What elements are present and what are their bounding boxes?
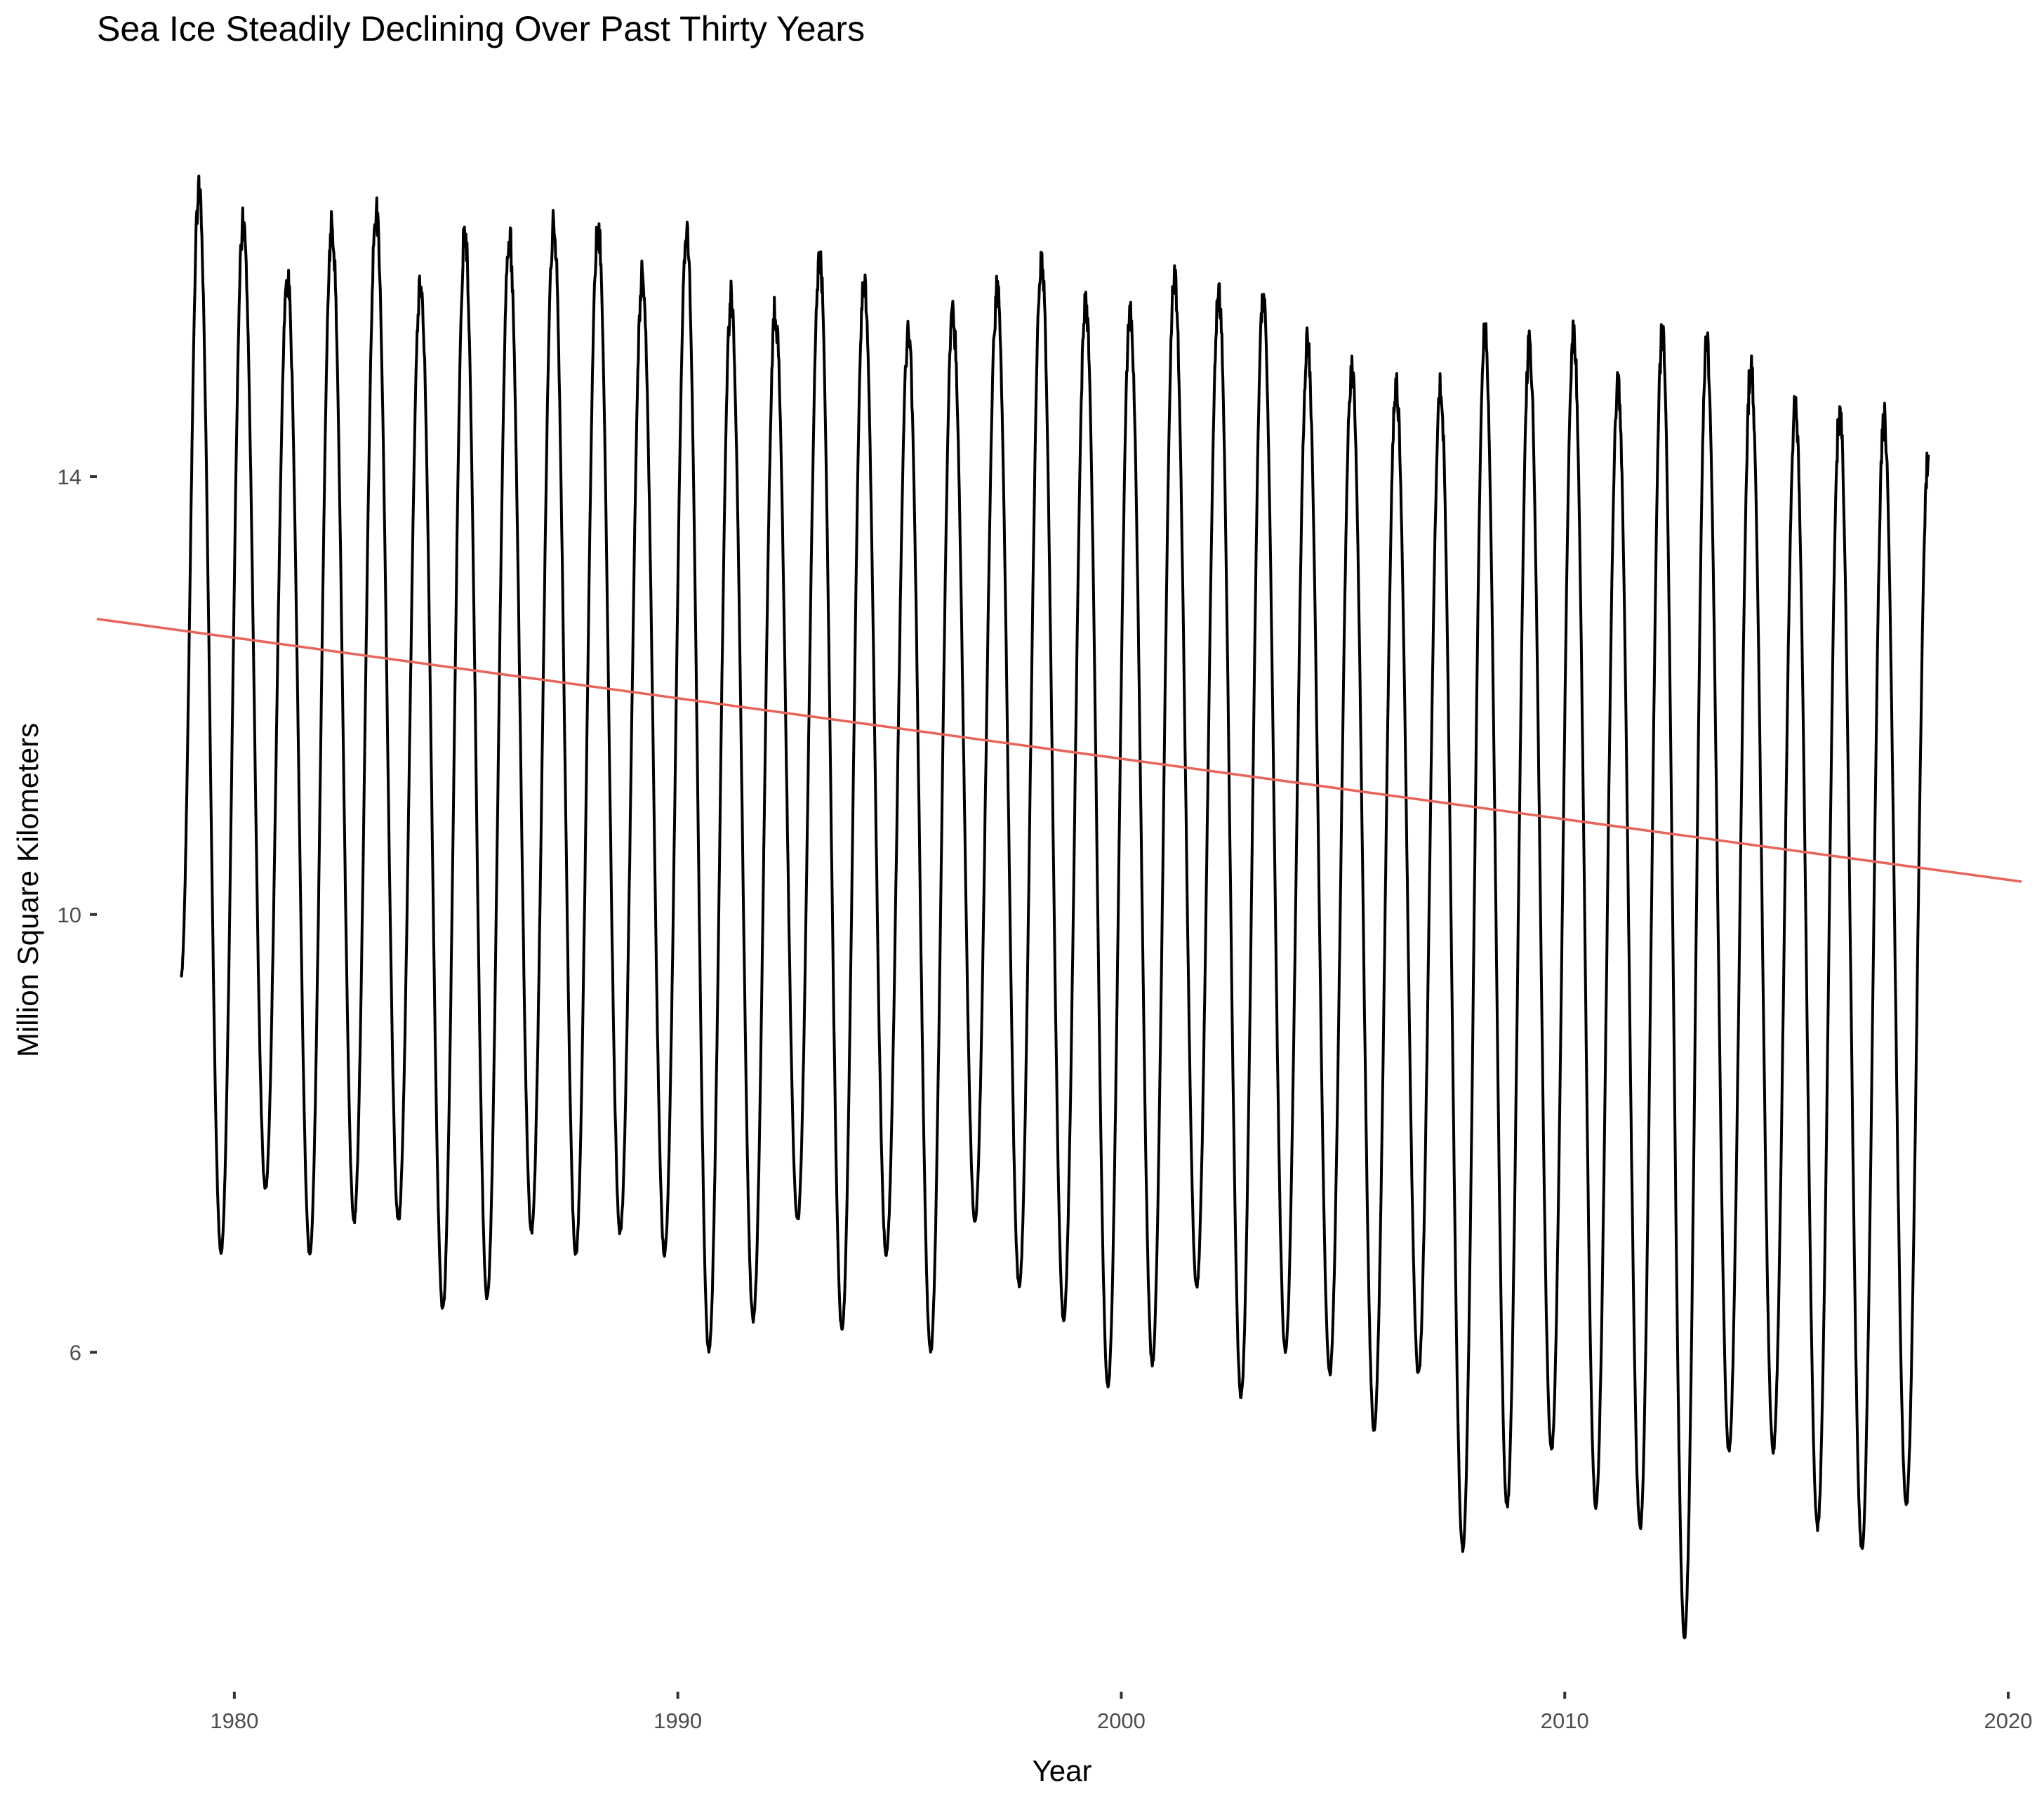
x-tick-label: 2000 — [1097, 1709, 1146, 1733]
x-axis: 1980 1990 2000 2010 2020 — [210, 1692, 2033, 1733]
y-axis: 6 10 14 — [58, 465, 97, 1365]
plot-area — [96, 174, 2022, 1640]
trend-line — [96, 618, 2022, 883]
sea-ice-extent-series — [180, 174, 1930, 1640]
x-tick-label: 1990 — [653, 1709, 702, 1733]
y-tick-label: 6 — [69, 1341, 81, 1365]
chart-title: Sea Ice Steadily Declining Over Past Thi… — [97, 9, 865, 48]
x-tick-label: 1980 — [210, 1709, 258, 1733]
y-tick-label: 10 — [58, 903, 81, 927]
x-axis-title: Year — [1033, 1754, 1092, 1787]
y-axis-title: Million Square Kilometers — [11, 723, 44, 1057]
x-tick-label: 2020 — [1984, 1709, 2033, 1733]
x-tick-label: 2010 — [1541, 1709, 1589, 1733]
y-tick-label: 14 — [58, 465, 81, 489]
